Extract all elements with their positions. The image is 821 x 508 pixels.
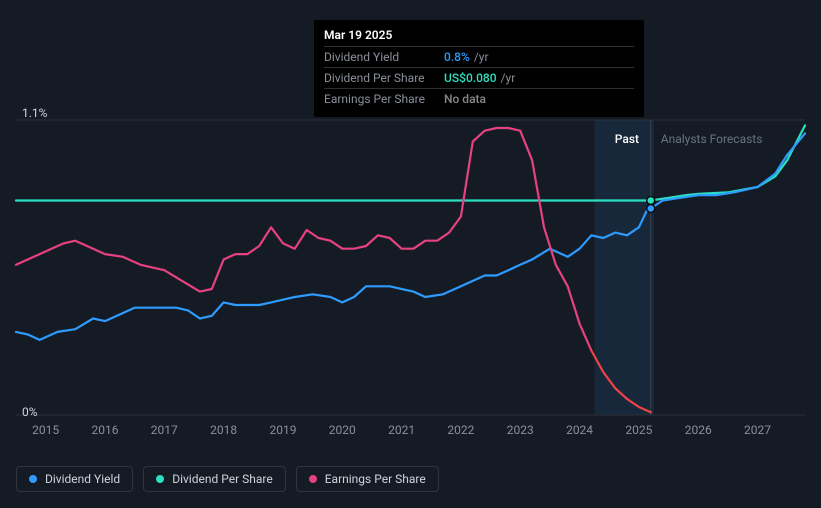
- tooltip-row-label: Earnings Per Share: [324, 92, 444, 106]
- legend-item-dividend_yield[interactable]: Dividend Yield: [16, 466, 133, 492]
- tooltip-row-value: 0.8%: [444, 50, 470, 64]
- marker-dividend_per_share: [647, 196, 655, 204]
- x-tick: 2024: [566, 423, 593, 437]
- tooltip-row-unit: /yr: [501, 71, 516, 85]
- legend-label: Dividend Per Share: [172, 472, 273, 486]
- legend-dot: [156, 475, 164, 483]
- series-dividend_yield: [16, 209, 651, 340]
- legend-item-dividend_per_share[interactable]: Dividend Per Share: [143, 466, 286, 492]
- y-axis-min-label: 0%: [22, 405, 38, 419]
- x-tick: 2022: [447, 423, 474, 437]
- tooltip-date: Mar 19 2025: [324, 28, 634, 46]
- marker-dividend_yield: [647, 205, 655, 213]
- x-tick: 2017: [151, 423, 178, 437]
- region-forecast-label: Analysts Forecasts: [661, 132, 763, 146]
- x-tick: 2021: [388, 423, 415, 437]
- tooltip-row: Dividend Per ShareUS$0.080/yr: [324, 67, 634, 88]
- series-earnings_per_share: [16, 128, 591, 351]
- legend: Dividend Yield Dividend Per Share Earnings…: [16, 466, 439, 492]
- chart-tooltip: Mar 19 2025 Dividend Yield0.8%/yrDividen…: [314, 20, 644, 117]
- dividend-chart: 1.1% 0% 2015 2016 2017 2018 2019 2020 2021 2022…: [0, 0, 821, 508]
- region-past-label: Past: [615, 132, 639, 146]
- tooltip-row-label: Dividend Per Share: [324, 71, 444, 85]
- x-tick: 2015: [32, 423, 59, 437]
- tooltip-row-value: US$0.080: [444, 71, 497, 85]
- tooltip-row: Earnings Per ShareNo data: [324, 88, 634, 109]
- x-tick: 2025: [625, 423, 652, 437]
- legend-label: Earnings Per Share: [325, 472, 426, 486]
- x-tick: 2026: [685, 423, 712, 437]
- tooltip-row-value: No data: [444, 92, 486, 106]
- x-tick: 2018: [210, 423, 237, 437]
- tooltip-row: Dividend Yield0.8% /yr: [324, 46, 634, 67]
- x-tick: 2016: [91, 423, 118, 437]
- x-tick: 2019: [269, 423, 296, 437]
- x-tick: 2027: [744, 423, 771, 437]
- legend-item-earnings_per_share[interactable]: Earnings Per Share: [296, 466, 439, 492]
- tooltip-row-unit: /yr: [474, 50, 489, 64]
- x-tick: 2023: [507, 423, 534, 437]
- legend-dot: [309, 475, 317, 483]
- tooltip-row-label: Dividend Yield: [324, 50, 444, 64]
- legend-dot: [29, 475, 37, 483]
- x-tick: 2020: [329, 423, 356, 437]
- legend-label: Dividend Yield: [45, 472, 120, 486]
- y-axis-max-label: 1.1%: [22, 106, 47, 120]
